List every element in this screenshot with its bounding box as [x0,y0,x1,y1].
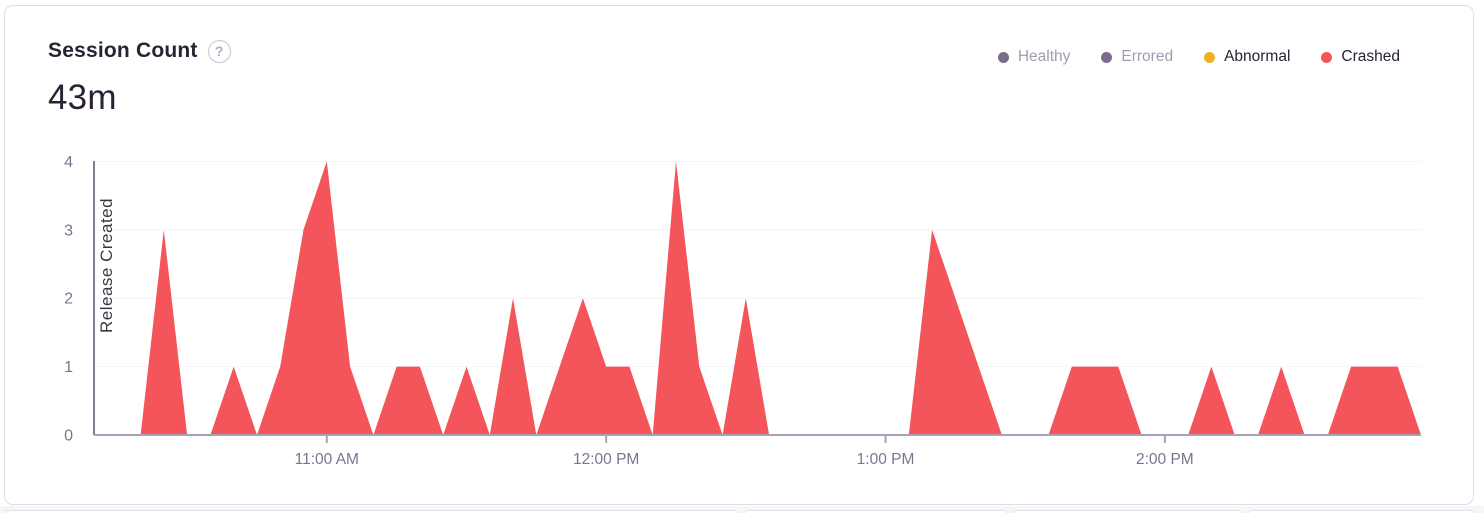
legend-dot-healthy [997,51,1009,63]
legend-dot-errored [1101,51,1113,63]
x-axis-ticks [325,435,1166,443]
svg-text:0: 0 [64,428,73,445]
next-row-card-top [1248,510,1474,513]
widget-title: Session Count [48,39,198,62]
widget-header: Session Count ? [48,39,231,63]
svg-text:2:00 PM: 2:00 PM [1136,451,1194,468]
session-legend: Healthy Errored Abnormal Crashed [997,48,1400,66]
svg-text:12:00 PM: 12:00 PM [573,451,639,468]
help-question-icon[interactable]: ? [207,39,231,63]
release-created-label: Release Created [97,198,116,333]
crashed-area-series [94,161,1421,435]
next-row-card-top [744,510,1007,513]
page-background-strip [0,506,1484,513]
legend-item-errored[interactable]: Errored [1101,48,1173,66]
legend-item-healthy[interactable]: Healthy [997,48,1071,66]
svg-text:2: 2 [64,291,73,308]
x-axis-labels: 11:00 AM 12:00 PM 1:00 PM 2:00 PM [295,451,1194,468]
legend-label: Abnormal [1224,48,1291,65]
session-count-chart[interactable]: Release Created 11:00 AM 12:00 PM 1:00 PM 2… [5,151,1473,486]
legend-label: Errored [1121,48,1174,65]
svg-text:11:00 AM: 11:00 AM [295,451,359,468]
svg-text:4: 4 [64,154,73,171]
next-row-card-top [1014,510,1241,513]
session-total-count: 43m [48,78,117,117]
legend-label: Healthy [1017,48,1071,65]
session-count-widget: Session Count ? 43m Healthy Errored Abnorm… [4,5,1474,505]
legend-label: Crashed [1341,48,1400,65]
legend-item-crashed[interactable]: Crashed [1321,48,1400,66]
y-axis-labels: 0 1 2 3 4 [64,154,73,445]
legend-item-abnormal[interactable]: Abnormal [1204,48,1290,66]
svg-text:1:00 PM: 1:00 PM [857,451,915,468]
svg-text:3: 3 [64,222,73,239]
svg-text:1: 1 [64,359,73,376]
next-row-card-top [4,510,737,513]
legend-dot-crashed [1321,51,1333,63]
legend-dot-abnormal [1204,51,1216,63]
